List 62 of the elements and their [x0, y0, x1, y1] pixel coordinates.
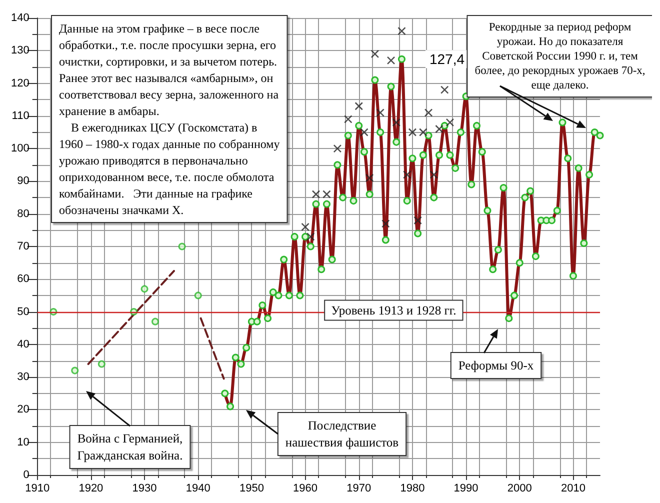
- point: [140, 285, 148, 293]
- point: [430, 170, 438, 179]
- data-label: 127,4: [429, 51, 465, 68]
- x-tick-label: 2000: [507, 482, 532, 494]
- point: [398, 26, 406, 36]
- point: [360, 128, 368, 136]
- point: [194, 292, 202, 300]
- y-tick-label: 0: [23, 469, 30, 481]
- x-tick-label: 1950: [239, 482, 264, 494]
- annotation: Реформы 90-х: [458, 358, 534, 372]
- x-tick-label: 1970: [346, 482, 372, 494]
- point: [440, 86, 449, 94]
- x-tick-label: 2010: [560, 482, 586, 494]
- y-tick-label: 110: [12, 110, 30, 122]
- point: [382, 220, 390, 228]
- y-tick-label: 140: [10, 12, 30, 24]
- point: [354, 102, 364, 110]
- y-tick-label: 50: [17, 306, 30, 318]
- y-tick-label: 80: [17, 208, 30, 220]
- point: [151, 318, 159, 326]
- y-tick-label: 10: [17, 436, 30, 448]
- point: [322, 190, 331, 198]
- point: [408, 128, 417, 136]
- point: [344, 115, 352, 124]
- annotation: Война с Германией, Гражданская война.: [77, 432, 183, 462]
- y-tick-label: 100: [10, 142, 30, 155]
- x-tick-label: 1940: [186, 482, 210, 494]
- x-tick-label: 1930: [132, 482, 157, 494]
- x-tick-label: 1910: [25, 482, 50, 494]
- y-tick-label: 130: [10, 44, 30, 57]
- point: [376, 108, 384, 117]
- ref-line-label: Уровень 1913 и 1928 гг.: [331, 303, 456, 318]
- point: [98, 360, 106, 368]
- point: [333, 144, 342, 153]
- point: [414, 216, 422, 225]
- point: [435, 124, 444, 134]
- point: [446, 118, 454, 127]
- point: [71, 366, 79, 374]
- y-tick-label: 120: [10, 77, 30, 90]
- point: [402, 170, 412, 179]
- y-tick-label: 20: [17, 404, 30, 416]
- y-tick-label: 70: [17, 240, 30, 252]
- x-tick-label: 1920: [78, 482, 104, 494]
- point: [370, 50, 380, 58]
- x-tick-label: 1990: [454, 482, 478, 494]
- y-tick-label: 40: [17, 338, 30, 350]
- point: [386, 56, 396, 65]
- annotation: Последствие нашествия фашистов: [285, 418, 399, 450]
- y-tick-label: 90: [17, 175, 30, 188]
- point: [424, 108, 433, 117]
- y-tick-label: 30: [17, 371, 30, 384]
- annotation: Рекордные за период реформ урожаи. Но до показателя Советской России 1990 г. и, тем более, до рекордных урожаев 70-х, еще далеко.: [474, 21, 646, 92]
- x-tick-label: 1960: [293, 482, 318, 494]
- x-tick-label: 1980: [400, 482, 425, 494]
- point: [312, 190, 320, 198]
- point: [392, 118, 401, 127]
- text: Данные на этом графике – в весе после обработки., т.е. после просушки зерна, его очистки, сортировки, и за вычетом потерь. Ранее этот вес назывался «амбарным», он соответствовал весу зерна, заложенного на хранение в амбары. В ежегодниках ЦСУ (Госкомстата) в 1960 – 1980-х годах данные по собранному урожаю приводятся в первоначально oприходованном весе, т.е. после обмолота комбайнами. Эти данные на графике обозначены значками X.: [59, 21, 280, 217]
- point: [365, 174, 374, 182]
- y-tick-label: 60: [17, 273, 30, 286]
- point: [301, 222, 310, 232]
- point: [419, 128, 428, 136]
- point: [178, 242, 186, 250]
